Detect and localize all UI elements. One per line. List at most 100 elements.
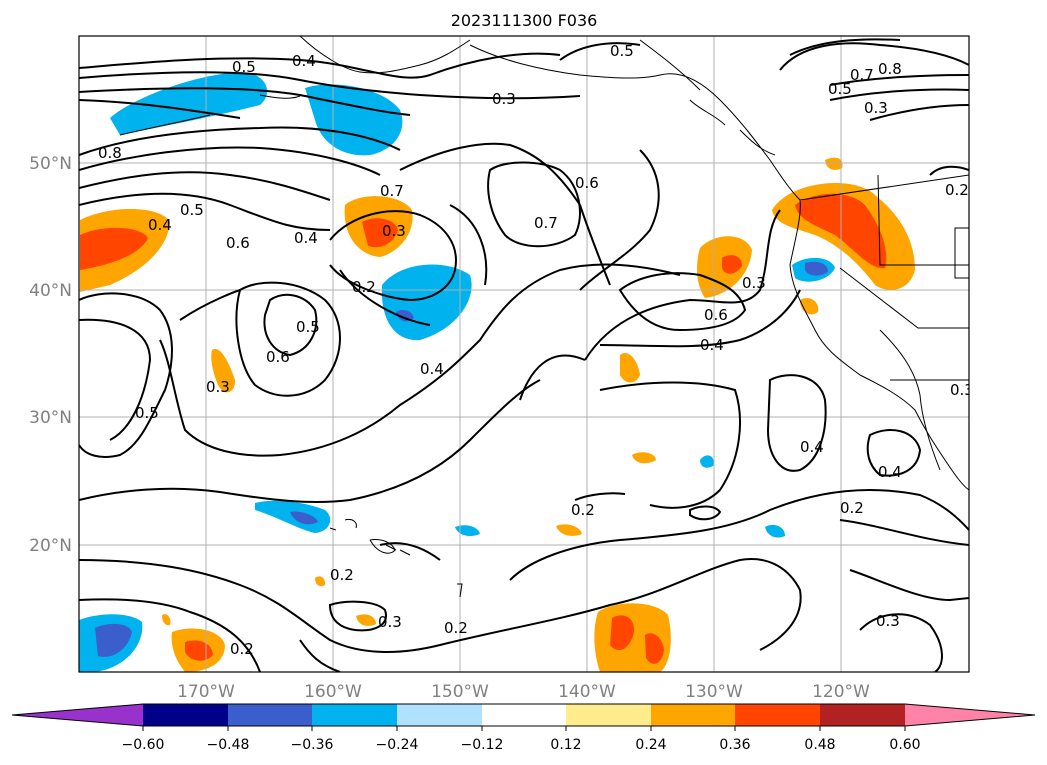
contour-label: 0.3: [382, 222, 406, 240]
latitude-labels: 50°N 40°N 30°N 20°N: [29, 154, 72, 556]
colorbar-segment: [312, 704, 397, 726]
contour-label: 0.4: [800, 438, 824, 456]
map-title: 2023111300 F036: [451, 11, 598, 30]
lat-label: 20°N: [29, 536, 72, 556]
contour-label: 0.6: [226, 234, 250, 252]
lon-label: 160°W: [304, 682, 362, 702]
colorbar-segment: [143, 704, 228, 726]
colorbar-tick-label: 0.12: [550, 737, 581, 753]
contour-label: 0.4: [700, 336, 724, 354]
negative-anomaly-region: [700, 455, 715, 468]
contour-label: 0.3: [492, 90, 516, 108]
contour-label: 0.4: [878, 463, 902, 481]
contour-label: 0.4: [148, 216, 172, 234]
contour-label: 0.7: [380, 182, 404, 200]
contour-label: 0.8: [878, 60, 902, 78]
positive-anomaly-region: [211, 349, 236, 393]
lat-label: 30°N: [29, 408, 72, 428]
colorbar-extend-high: [905, 704, 1035, 726]
positive-anomaly-region: [620, 352, 640, 383]
contour-label: 0.5: [180, 201, 204, 219]
negative-anomaly-region: [110, 72, 268, 135]
colorbar-tick-label: 0.48: [804, 737, 835, 753]
colorbar-segment: [820, 704, 905, 726]
lon-label: 120°W: [812, 682, 870, 702]
contour-label: 0.4: [294, 229, 318, 247]
colorbar-tick-label: 0.36: [719, 737, 750, 753]
positive-anomaly-region: [825, 157, 843, 170]
contour-label: 0.3: [876, 612, 900, 630]
positive-anomaly-region: [315, 576, 326, 587]
negative-anomaly-region: [255, 500, 331, 533]
positive-anomaly-region: [645, 633, 664, 664]
contour-label: 0.3: [378, 613, 402, 631]
lon-label: 140°W: [558, 682, 616, 702]
colorbar-tick-label: −0.24: [376, 737, 419, 753]
contour-label: 0.5: [610, 42, 634, 60]
positive-anomaly-region: [594, 603, 671, 672]
lon-label: 130°W: [685, 682, 743, 702]
map-frame: [78, 35, 970, 673]
contour-label: 0.3: [206, 378, 230, 396]
lon-label: 170°W: [177, 682, 235, 702]
colorbar-tick-label: −0.60: [122, 737, 165, 753]
contour-lines: [79, 38, 969, 672]
contour-label: 0.3: [864, 99, 888, 117]
negative-anomaly-region: [455, 525, 480, 536]
colorbar-tick-label: −0.48: [207, 737, 250, 753]
colorbar-segment: [482, 704, 566, 726]
contour-label: 0.2: [840, 499, 864, 517]
colorbar-segment: [651, 704, 735, 726]
negative-anomaly-region: [95, 623, 132, 657]
contour-labels: 0.5 0.4 0.3 0.8 0.5 0.4 0.6 0.4 0.7 0.3 …: [98, 42, 974, 658]
contour-label: 0.7: [850, 66, 874, 84]
positive-anomaly-region: [162, 614, 171, 626]
map-area: 0.5 0.4 0.3 0.8 0.5 0.4 0.6 0.4 0.7 0.3 …: [79, 36, 974, 672]
positive-anomaly-region: [610, 615, 635, 651]
contour-label: 0.3: [742, 274, 766, 292]
contour-label: 0.8: [98, 144, 122, 162]
lat-label: 50°N: [29, 154, 72, 174]
contour-label: 0.5: [135, 404, 159, 422]
contour-label: 0.6: [266, 348, 290, 366]
contour-label: 0.5: [296, 318, 320, 336]
contour-label: 0.7: [534, 214, 558, 232]
contour-label: 0.2: [352, 278, 376, 296]
colorbar-segment: [566, 704, 651, 726]
colorbar-extend-low: [12, 704, 143, 726]
contour-label: 0.5: [828, 80, 852, 98]
negative-anomaly-region: [765, 524, 785, 538]
contour-label: 0.6: [575, 174, 599, 192]
negative-anomaly-region: [396, 310, 414, 322]
positive-anomaly-region: [632, 452, 656, 464]
contour-label: 0.6: [704, 306, 728, 324]
colorbar-segment: [735, 704, 820, 726]
colorbar-tick-label: 0.24: [635, 737, 666, 753]
contour-label: 0.4: [292, 52, 316, 70]
negative-anomaly-region: [805, 261, 828, 276]
contour-label: 0.5: [232, 58, 256, 76]
contour-label: 0.3: [950, 381, 974, 399]
contour-label: 0.2: [330, 566, 354, 584]
lon-label: 150°W: [431, 682, 489, 702]
positive-anomaly-region: [356, 614, 376, 626]
contour-label: 0.2: [444, 619, 468, 637]
contour-label: 0.4: [420, 360, 444, 378]
positive-anomaly-region: [80, 227, 148, 270]
contour-label: 0.2: [571, 501, 595, 519]
contour-label: 0.2: [230, 640, 254, 658]
contour-label: 0.2: [945, 181, 969, 199]
negative-anomaly-region: [305, 84, 403, 156]
colorbar-segment: [397, 704, 482, 726]
positive-anomaly-region: [362, 218, 398, 248]
colorbar-tick-label: −0.12: [461, 737, 504, 753]
coastlines: [119, 36, 969, 598]
positive-anomaly-region: [722, 255, 742, 274]
colorbar-segment: [228, 704, 312, 726]
lat-label: 40°N: [29, 281, 72, 301]
positive-anomaly-region: [556, 524, 582, 536]
colorbar-tick-label: −0.36: [291, 737, 334, 753]
longitude-labels: 170°W 160°W 150°W 140°W 130°W 120°W: [177, 682, 870, 702]
colorbar: −0.60 −0.48 −0.36 −0.24 −0.12 0.12 0.24 …: [11, 703, 1036, 753]
